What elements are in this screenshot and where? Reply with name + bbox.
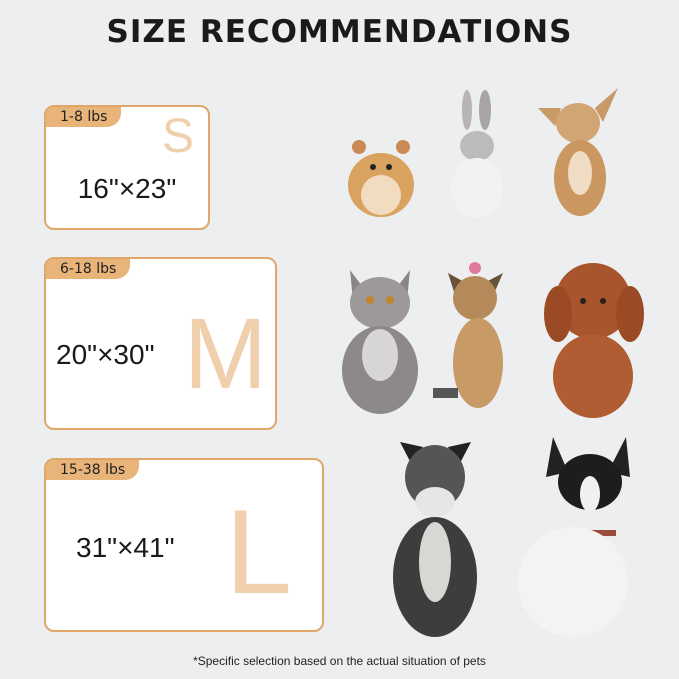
french-bulldog-image — [518, 437, 630, 637]
dimensions: 31"×41" — [76, 532, 175, 563]
size-card-l: 15-38 lbs 31"×41" L — [44, 458, 324, 632]
size-letter-watermark: M — [183, 298, 267, 410]
size-letter-watermark: S — [161, 110, 194, 163]
poodle-image — [544, 263, 644, 418]
schnauzer-image — [393, 442, 477, 637]
yorkshire-terrier-image — [433, 262, 503, 408]
footnote: *Specific selection based on the actual … — [193, 654, 486, 668]
chihuahua-image — [538, 88, 618, 216]
size-card-s: 1-8 lbs S 16"×23" — [44, 105, 210, 230]
size-letter-watermark: L — [225, 485, 292, 619]
cat-image — [342, 270, 418, 414]
page-title: SIZE RECOMMENDATIONS — [106, 14, 573, 50]
hamster-image — [348, 140, 414, 217]
size-card-m: 6-18 lbs 20"×30" M — [44, 257, 277, 430]
weight-tag: 6-18 lbs — [46, 259, 131, 279]
weight-tag: 1-8 lbs — [46, 107, 122, 127]
dimensions: 16"×23" — [77, 173, 177, 204]
dimensions: 20"×30" — [56, 339, 155, 370]
rabbit-image — [451, 90, 503, 218]
weight-tag: 15-38 lbs — [46, 460, 140, 480]
